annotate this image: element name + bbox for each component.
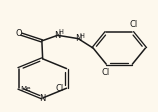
Text: O: O [16, 29, 23, 38]
Text: Cl: Cl [130, 20, 138, 29]
Text: N: N [55, 31, 61, 40]
Text: H: H [59, 29, 64, 36]
Text: N: N [75, 34, 81, 43]
Text: N: N [40, 94, 46, 103]
Text: Cl: Cl [56, 84, 64, 93]
Text: H: H [79, 33, 84, 39]
Text: Me: Me [21, 86, 31, 92]
Text: Cl: Cl [101, 68, 110, 77]
